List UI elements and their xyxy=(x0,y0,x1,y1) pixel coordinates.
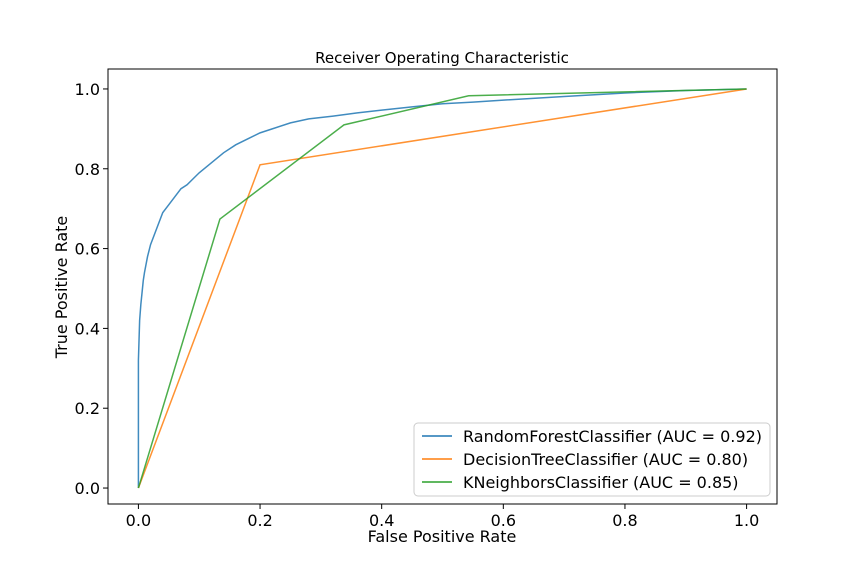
x-axis-label: False Positive Rate xyxy=(368,527,517,546)
x-axis: 0.0 0.2 0.4 0.6 0.8 1.0 xyxy=(126,504,759,530)
y-tick-label: 0.8 xyxy=(75,160,100,179)
y-tick-label: 0.6 xyxy=(75,240,100,259)
y-axis: 0.0 0.2 0.4 0.6 0.8 1.0 xyxy=(75,80,108,498)
y-tick-label: 1.0 xyxy=(75,80,100,99)
series-line-2 xyxy=(137,88,747,489)
y-tick-label: 0.2 xyxy=(75,399,100,418)
x-tick-label: 0.4 xyxy=(369,511,394,530)
series-line-1 xyxy=(137,88,747,489)
x-tick-label: 0.8 xyxy=(612,511,637,530)
y-tick-label: 0.4 xyxy=(75,319,100,338)
legend-entry-1: DecisionTreeClassifier (AUC = 0.80) xyxy=(463,450,748,469)
series-line-0 xyxy=(137,88,747,489)
legend-entry-2: KNeighborsClassifier (AUC = 0.85) xyxy=(463,473,739,492)
x-tick-label: 0.0 xyxy=(126,511,151,530)
legend-box xyxy=(413,422,771,497)
x-tick-label: 0.2 xyxy=(247,511,272,530)
series-lines xyxy=(137,88,747,489)
chart-title: Receiver Operating Characteristic xyxy=(315,49,569,67)
x-tick-label: 1.0 xyxy=(734,511,759,530)
y-tick-label: 0.0 xyxy=(75,479,100,498)
y-axis-label: True Positive Rate xyxy=(52,216,71,360)
legend-entry-0: RandomForestClassifier (AUC = 0.92) xyxy=(463,427,762,446)
x-tick-label: 0.6 xyxy=(491,511,516,530)
legend: RandomForestClassifier (AUC = 0.92) Decis… xyxy=(413,422,771,497)
